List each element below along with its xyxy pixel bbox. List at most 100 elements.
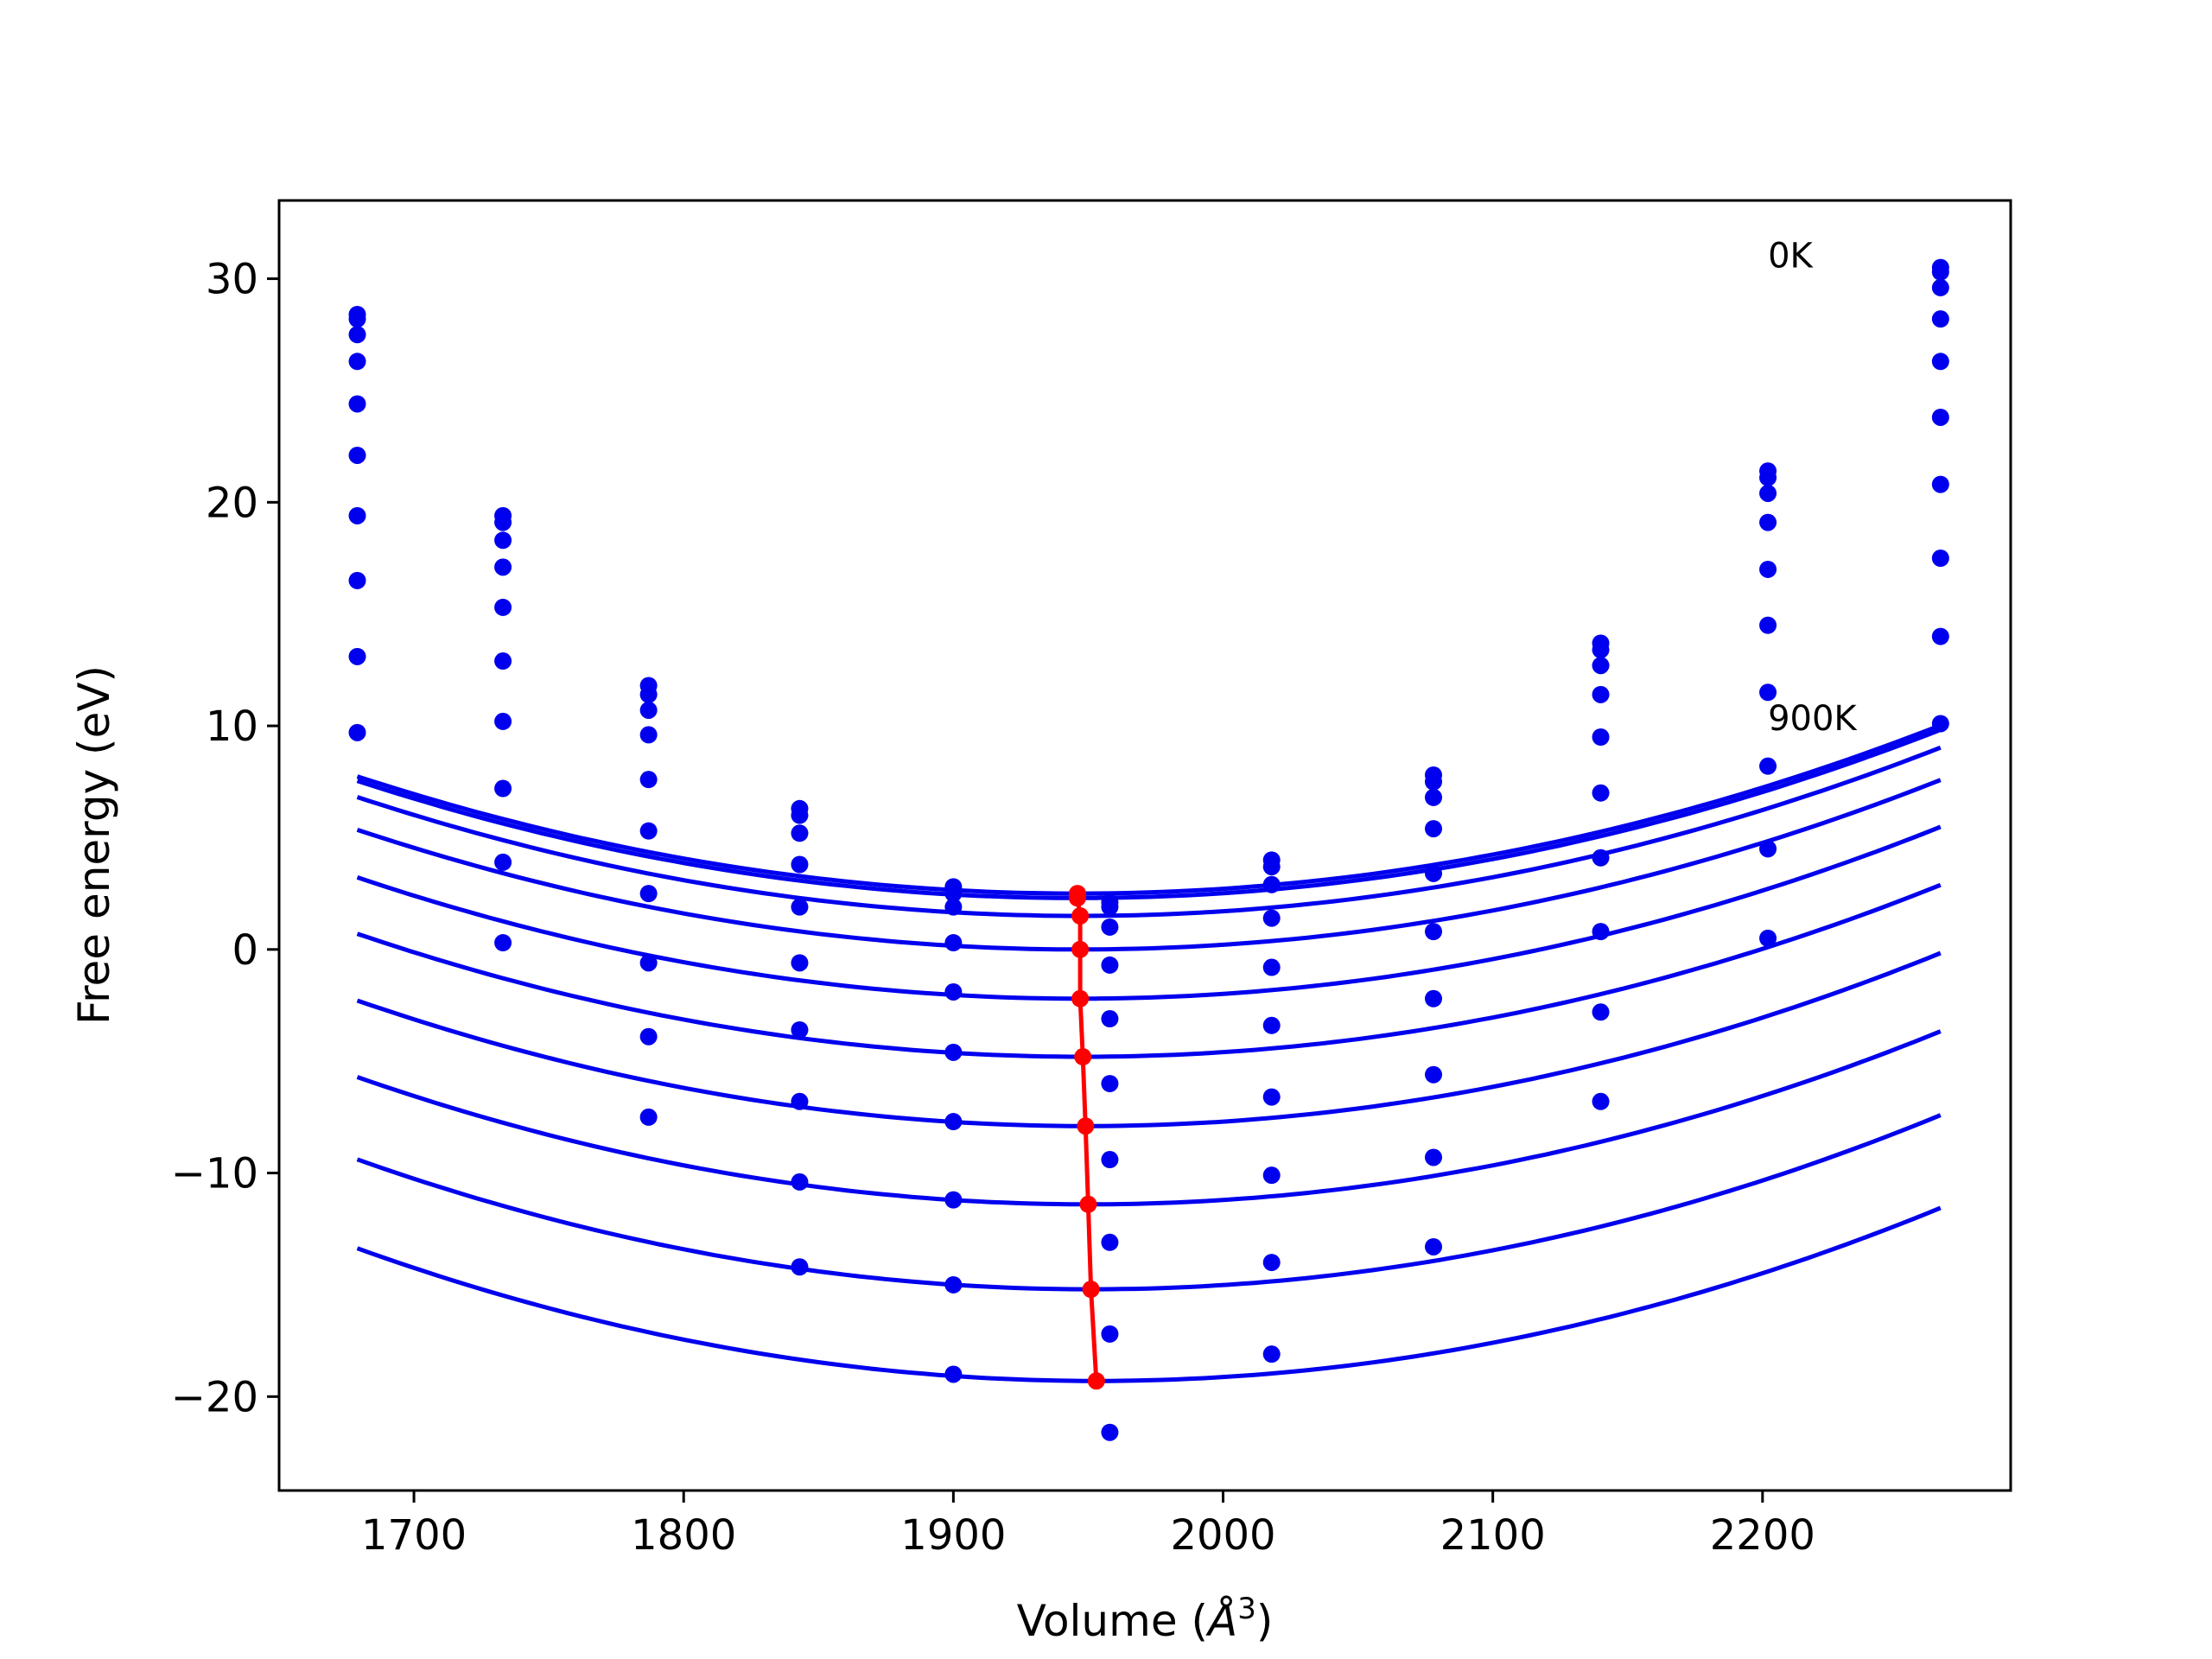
data-point [1931, 408, 1949, 426]
data-point [494, 934, 512, 952]
fit-curve [356, 1029, 1942, 1207]
fit-curve [356, 1205, 1942, 1383]
data-point [791, 1020, 809, 1039]
data-point [1101, 1233, 1119, 1251]
data-point [1425, 923, 1442, 941]
data-point [1101, 1075, 1119, 1093]
data-point [348, 446, 366, 464]
y-tick-label: −10 [171, 1150, 258, 1198]
y-tick-label: 20 [206, 479, 258, 527]
data-point [639, 726, 658, 744]
data-point [1101, 1151, 1119, 1169]
minimum-point [1087, 1372, 1105, 1390]
data-point [348, 310, 366, 328]
x-tick-label: 2000 [1170, 1511, 1275, 1560]
data-point [791, 855, 809, 874]
data-point [944, 1113, 963, 1131]
minimum-trace [1075, 893, 1099, 1382]
data-point [1101, 898, 1119, 916]
data-point [348, 395, 366, 413]
data-point [1101, 1423, 1119, 1441]
data-point [348, 647, 366, 665]
temperature-annotation: 0K [1768, 237, 1814, 276]
data-point [1592, 923, 1610, 941]
data-point [348, 571, 366, 589]
data-point [1759, 616, 1777, 634]
x-axis-ticks: 1700 1800 1900 2000 2100 2200 [361, 1491, 1815, 1560]
x-tick-label: 2200 [1710, 1511, 1815, 1560]
data-point [1759, 929, 1777, 947]
data-point [1101, 918, 1119, 936]
data-point [1759, 484, 1777, 502]
data-point [944, 898, 963, 916]
plot-frame [277, 199, 2012, 1492]
y-axis-ticks: −20 −10 0 10 20 30 [171, 256, 279, 1421]
y-tick-label: −20 [171, 1373, 258, 1421]
data-point [1262, 1016, 1281, 1034]
fit-curve [356, 723, 1942, 896]
x-tick-label: 2100 [1440, 1511, 1546, 1560]
temperature-annotation: 900K [1768, 699, 1858, 739]
minimum-line [1068, 885, 1105, 1390]
data-point [1425, 772, 1442, 791]
data-point [1262, 958, 1281, 976]
data-point [1592, 1092, 1610, 1110]
fit-curve [356, 728, 1942, 900]
minimum-point [1077, 1117, 1095, 1135]
fit-curve [356, 824, 1942, 1001]
data-point [1425, 1237, 1442, 1255]
data-point [1759, 560, 1777, 578]
data-point [348, 353, 366, 371]
minimum-point [1071, 989, 1090, 1007]
data-point [1425, 788, 1442, 806]
data-point [944, 1043, 963, 1061]
data-point [1262, 1088, 1281, 1106]
data-point [494, 531, 512, 550]
data-point [791, 954, 809, 972]
data-point [1931, 263, 1949, 281]
data-point [1592, 784, 1610, 802]
data-point [791, 806, 809, 824]
data-point [494, 598, 512, 616]
data-point [1101, 1010, 1119, 1028]
data-point [1425, 1065, 1442, 1084]
data-point [1759, 683, 1777, 702]
x-tick-label: 1800 [631, 1511, 736, 1560]
data-point [944, 934, 963, 952]
data-point [348, 723, 366, 741]
data-point [1931, 278, 1949, 296]
data-point [1262, 1166, 1281, 1185]
minimum-point [1071, 940, 1090, 958]
data-point [348, 326, 366, 344]
data-point [639, 701, 658, 719]
data-point [1931, 353, 1949, 371]
data-point [1592, 685, 1610, 703]
x-tick-label: 1900 [900, 1511, 1006, 1560]
x-tick-label: 1700 [361, 1511, 467, 1560]
data-point [639, 771, 658, 789]
data-point [1425, 820, 1442, 838]
minimum-point [1068, 889, 1086, 907]
data-point [791, 824, 809, 842]
data-point [639, 885, 658, 903]
y-tick-label: 10 [206, 702, 258, 751]
data-point [639, 1027, 658, 1046]
data-point [639, 1108, 658, 1126]
data-point [1425, 989, 1442, 1007]
fit-curve [356, 950, 1942, 1128]
data-point [1262, 909, 1281, 927]
annotations: 0K 900K [1768, 237, 1858, 740]
data-point [1101, 956, 1119, 974]
data-point [494, 558, 512, 576]
data-point [1101, 1325, 1119, 1343]
fit-curve [356, 1113, 1942, 1292]
data-point [1262, 1345, 1281, 1363]
minimum-point [1079, 1195, 1097, 1213]
data-point [1931, 627, 1949, 645]
minimum-point [1071, 907, 1090, 925]
data-point [1931, 310, 1949, 328]
data-point [944, 982, 963, 1001]
fit-curves [356, 723, 1942, 1383]
y-tick-label: 0 [232, 926, 258, 975]
data-point [494, 712, 512, 730]
